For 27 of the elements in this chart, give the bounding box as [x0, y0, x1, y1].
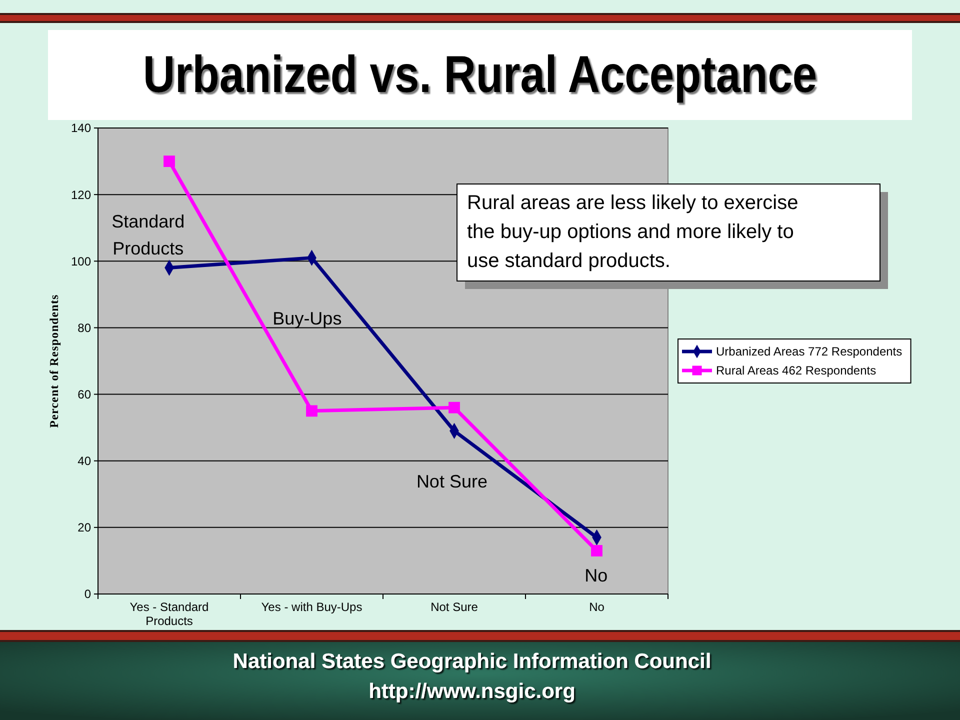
legend-label: Rural Areas 462 Respondents — [716, 364, 876, 378]
x-tick-label: Yes - with Buy-Ups — [261, 600, 362, 614]
y-tick-label: 100 — [70, 254, 92, 268]
x-tick-label: Yes - Standard Products — [130, 600, 209, 628]
point — [306, 405, 318, 417]
point — [448, 402, 460, 414]
y-tick-label: 80 — [78, 320, 92, 335]
y-tick-label: 60 — [78, 387, 92, 402]
annotation: Rural areas are less likely to exercise the buy-up options and more likely to use standard products. — [467, 192, 798, 272]
text: http://www.nsgic.org — [368, 680, 576, 703]
x-tick-label: Not Sure — [430, 600, 478, 614]
y-tick-label: 0 — [84, 587, 92, 602]
chart-title: Urbanized vs. Rural Acceptance — [142, 46, 818, 104]
y-tick-label: 40 — [78, 454, 92, 468]
text: National States Geographic Information Council — [232, 650, 712, 673]
annotation: Not Sure — [416, 472, 488, 492]
y-tick-label: 140 — [70, 121, 92, 136]
y-tick-label: 120 — [70, 188, 92, 202]
legend-label: Urbanized Areas 772 Respondents — [716, 344, 902, 359]
x-tick-label: No — [589, 600, 605, 614]
y-axis-title: Percent of Respondents — [47, 294, 61, 428]
annotation: No — [584, 566, 608, 586]
annotation: Standard Products — [112, 212, 185, 259]
annotation: Buy-Ups — [272, 308, 342, 328]
y-tick-label: 20 — [78, 520, 92, 535]
point — [591, 545, 602, 556]
point — [164, 156, 175, 167]
